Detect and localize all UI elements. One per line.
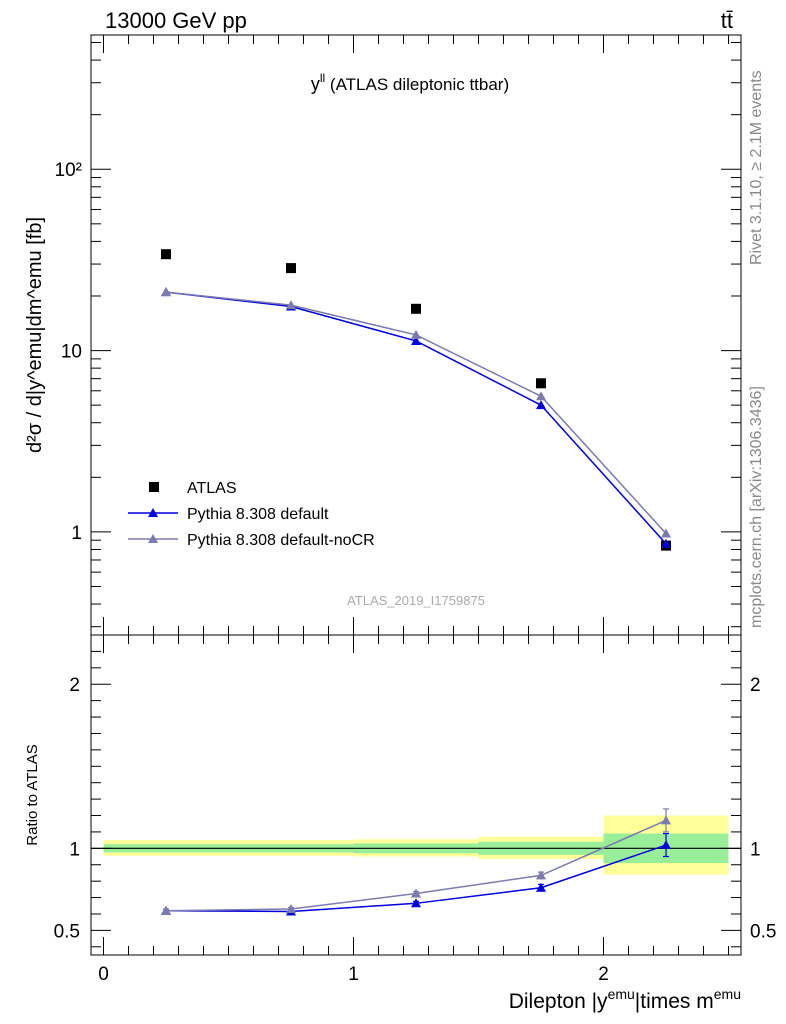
ratio-ytick-label-left: 0.5	[54, 921, 80, 942]
process-label: 13000 GeV pp	[105, 8, 247, 33]
ratio-ytick-label-right: 0.5	[750, 921, 776, 942]
ratio-data-point	[411, 898, 421, 908]
ratio-data-point	[161, 905, 171, 915]
ratio-data-point	[536, 870, 546, 880]
legend-marker-atlas	[149, 482, 159, 492]
main-ytick-label: 1	[71, 523, 82, 544]
atlas-data-point	[411, 303, 421, 314]
legend-label: Pythia 8.308 default-noCR	[187, 532, 375, 549]
pythia-data-point	[161, 287, 171, 297]
pythia-data-point	[286, 300, 296, 310]
channel-label: tt̄	[721, 8, 733, 33]
main-watermark: ATLAS_2019_I1759875	[347, 593, 485, 608]
pythia-data-point	[661, 528, 671, 538]
legend: ATLAS Pythia 8.308 default Pythia 8.308 de…	[128, 480, 375, 549]
x-axis-label-part2: |times m	[635, 990, 714, 1013]
pythia-data-point	[411, 335, 421, 345]
ratio-data-point	[536, 882, 546, 892]
ratio-ytick-labels: 0.5 0.5 1 1 2 2	[54, 675, 777, 942]
xtick-label: 2	[598, 964, 609, 985]
pythia-data-point	[411, 329, 421, 339]
atlas-data-point	[286, 263, 296, 274]
x-axis-label: Dilepton |yemu|times memu	[509, 986, 741, 1013]
ratio-data-point	[286, 904, 296, 914]
main-panel: yll (ATLAS dileptonic ttbar) ATLAS_2019_…	[24, 34, 742, 636]
ratio-frame	[90, 634, 742, 956]
ratio-ytick-label-right: 2	[750, 675, 761, 696]
ratio-ytick-label-right: 1	[750, 839, 761, 860]
main-ylabel-text: d²σ / d|y^emu|dm^emu [fb]	[24, 217, 46, 453]
legend-label: Pythia 8.308 default	[187, 506, 329, 523]
atlas-data-point	[536, 378, 546, 389]
ratio-data-point	[661, 815, 671, 825]
legend-marker	[148, 508, 158, 517]
ratio-series	[161, 808, 671, 916]
xtick-label: 1	[348, 964, 359, 985]
ratio-panel: 0.5 0.5 1 1 2 2 0 1 2 Ratio to ATLAS Dilepton |…	[24, 634, 777, 1013]
ratio-data-point	[661, 840, 671, 850]
ratio-data-point	[411, 888, 421, 898]
main-title: yll (ATLAS dileptonic ttbar)	[311, 71, 509, 94]
main-title-symbol: y	[311, 74, 320, 94]
rivet-version-label: Rivet 3.1.10, ≥ 2.1M events	[748, 70, 765, 265]
ratio-ytick-label-left: 2	[69, 675, 80, 696]
pythia-data-point	[536, 400, 546, 410]
main-ytick-label: 10	[61, 342, 82, 363]
ratio-xtick-labels: 0 1 2	[98, 964, 609, 985]
main-series	[161, 249, 671, 551]
source-site-label: mcplots.cern.ch [arXiv:1306.3436]	[748, 386, 765, 628]
legend-marker	[148, 534, 158, 543]
main-ylabel: d²σ / d|y^emu|dm^emu [fb]	[24, 217, 46, 453]
atlas-data-point	[161, 249, 171, 260]
main-title-superscript: ll	[320, 71, 325, 85]
x-axis-label-sup2: emu	[714, 986, 741, 1002]
main-series-line	[165, 291, 667, 534]
ratio-axis-ticks	[91, 635, 741, 955]
x-axis-label-sup1: emu	[608, 986, 635, 1002]
ratio-ytick-label-left: 1	[69, 839, 80, 860]
main-title-description: (ATLAS dileptonic ttbar)	[325, 75, 509, 94]
pythia-data-point	[661, 538, 671, 548]
ratio-ylabel: Ratio to ATLAS	[24, 744, 41, 845]
x-axis-label-part1: Dilepton |y	[509, 990, 608, 1013]
main-axis-ticks	[91, 35, 741, 635]
legend-label: ATLAS	[187, 480, 237, 497]
main-ytick-labels: 1 10 10²	[55, 160, 82, 544]
xtick-label: 0	[98, 964, 109, 985]
main-ytick-label: 10²	[55, 160, 82, 181]
pythia-data-point	[536, 391, 546, 401]
ratio-bands	[103, 815, 729, 875]
